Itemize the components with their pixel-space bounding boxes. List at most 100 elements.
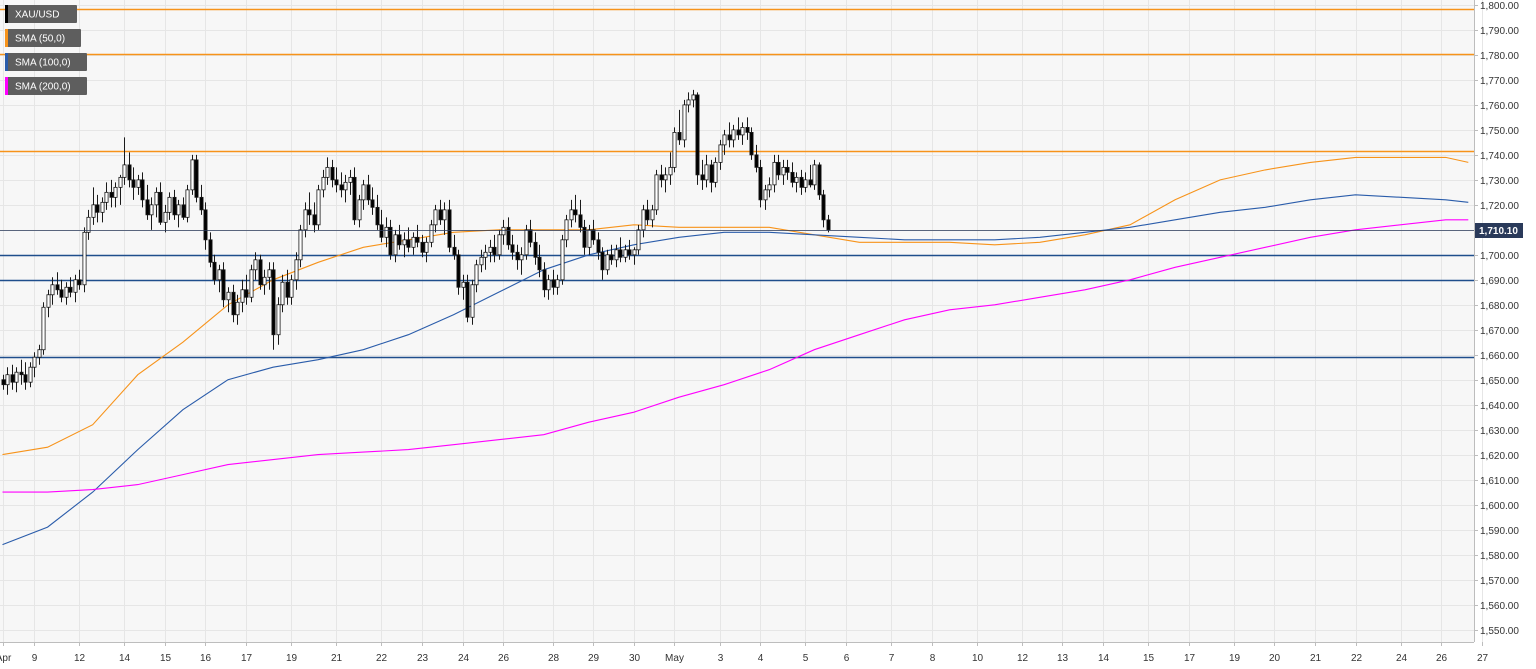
candle-body [442,209,447,221]
candle-body [627,249,632,256]
legend-box [5,29,81,47]
candle [167,192,172,220]
candle [781,159,786,185]
candle [176,199,181,228]
candle-body [817,164,822,196]
candle [461,274,466,300]
candle-body [776,161,781,176]
x-tick-label: 8 [930,653,936,664]
y-tick-label: 1,630.00 [1480,426,1519,437]
candle [118,174,123,205]
candle [767,177,772,198]
legend-swatch [5,5,8,23]
candle-body [77,279,82,286]
candle [240,279,245,313]
candle [609,244,614,265]
candle [510,234,515,260]
candle [515,244,520,270]
candle [339,172,344,198]
candle [249,264,254,303]
candle [64,282,69,305]
candle-body [749,131,754,156]
candle [77,269,82,290]
candle [826,214,831,233]
candle-body [82,231,87,286]
candle [718,139,723,170]
candle [303,202,308,238]
x-tick-label: 22 [376,653,388,664]
candle [794,172,799,193]
candle-body [411,236,416,248]
candle-body [682,104,687,141]
candle-body [731,129,736,141]
candle [627,239,632,260]
x-tick-label: 21 [331,653,343,664]
candle [384,217,389,248]
candle-body [546,279,551,291]
candle-body [10,374,15,383]
x-tick-label: 19 [286,653,298,664]
candle [163,204,168,233]
candle [488,239,493,263]
last-price-tag-bg [1475,223,1523,238]
x-tick-label: 30 [629,653,641,664]
candle-body [542,269,547,291]
candle [307,192,312,225]
candle-body [149,204,154,216]
candle-body [826,219,831,231]
x-tick-label: 20 [1269,653,1281,664]
candle-body [375,206,380,226]
y-tick-label: 1,730.00 [1480,176,1519,187]
candle-body [86,216,91,233]
candle [524,224,529,260]
candle [821,189,826,228]
candle-body [704,164,709,181]
candle-body [37,349,42,358]
candle [497,229,502,260]
candle-body [618,249,623,258]
legend-label: SMA (50,0) [15,34,65,45]
last-price-tag: 1,710.10 [1475,223,1523,238]
candle [573,194,578,223]
candle-body [267,269,272,278]
candle-body [298,229,303,261]
candle [406,227,411,253]
candle [542,262,547,298]
y-tick-label: 1,680.00 [1480,301,1519,312]
candle-body [609,254,614,261]
candle-body [677,131,682,141]
candle [235,294,240,325]
candle [560,234,565,285]
candle-body [623,249,628,258]
candle [73,274,78,303]
candle-body [212,261,217,281]
sma-line [2,194,1469,546]
candle-body [294,259,299,281]
candle-body [686,99,691,106]
candle-body [524,229,529,256]
candle [68,277,73,298]
candle [149,197,154,230]
candle-body [803,179,808,188]
candle [785,159,790,180]
candle [618,237,623,263]
candle-body [600,251,605,271]
candle [113,182,118,208]
y-tick-label: 1,570.00 [1480,576,1519,587]
candle [221,262,226,308]
x-tick-label: 19 [1229,653,1241,664]
candle-body [415,236,420,243]
candle [104,182,109,210]
candle-body [812,164,817,186]
y-tick-label: 1,610.00 [1480,476,1519,487]
candle [28,362,33,388]
candle [267,262,272,290]
candle [59,279,64,303]
candle [817,162,822,200]
candle-body [19,371,24,376]
candle-body [235,301,240,316]
candle-body [420,241,425,253]
candle-body [325,166,330,178]
candle-body [700,174,705,181]
